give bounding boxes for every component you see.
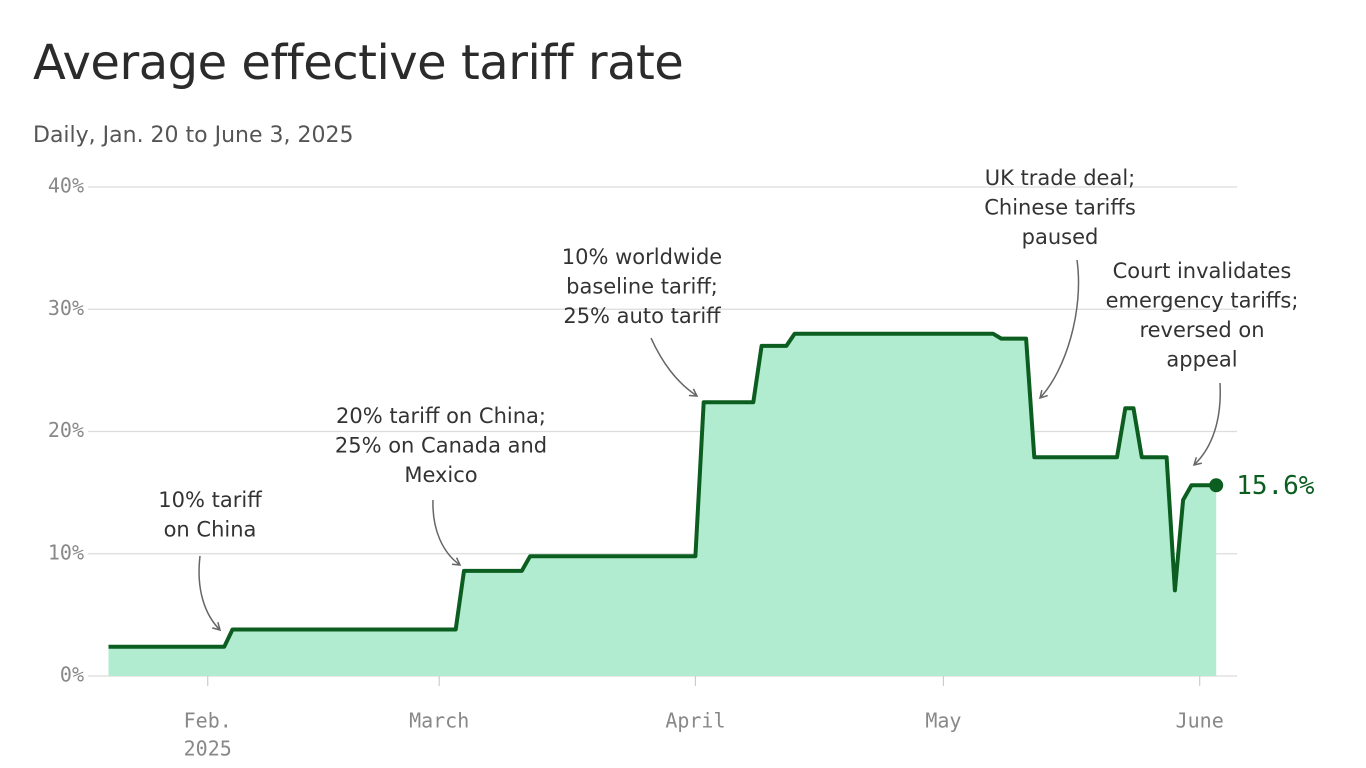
annotation-arrows [198,259,1221,632]
annotation-text: UK trade deal; [985,166,1136,190]
chart-title: Average effective tariff rate [33,35,683,91]
annotation-text: Court invalidates [1113,259,1292,283]
x-tick-label: Feb. [184,709,232,733]
x-tick-label: May [925,709,961,733]
annotation-text: reversed on [1139,318,1264,342]
arrow [198,555,222,632]
annotation-text: 10% worldwide [562,245,722,269]
y-tick-label: 0% [60,663,84,687]
x-year-label: 2025 [184,737,232,761]
arrow [1192,382,1221,467]
x-tick-label: June [1176,709,1224,733]
annotation-text: Mexico [404,463,477,487]
annotation-text: 25% auto tariff [563,304,721,328]
annotation-text: emergency tariffs; [1106,289,1299,313]
annotation-text: Chinese tariffs [984,196,1136,220]
area [108,333,1217,676]
annotation-text: 25% on Canada and [335,434,547,458]
annotation-text: 10% tariff [158,488,262,512]
x-tick-label: April [665,709,725,733]
arrow [432,499,462,566]
arrow [650,337,699,397]
annotation-text: baseline tariff; [566,275,718,299]
annotation-text: 20% tariff on China; [336,404,546,428]
chart-subtitle: Daily, Jan. 20 to June 3, 2025 [33,123,354,148]
end-label: 15.6% [1236,471,1315,501]
annotation-text: paused [1022,225,1099,249]
y-tick-label: 20% [48,418,84,442]
y-tick-label: 10% [48,540,84,564]
grid: 0% 10% 20% 30% 40% Feb. 2025 March April May June [48,174,1237,761]
line [108,331,1217,649]
end-point [1209,478,1224,493]
annotation-text: appeal [1166,348,1237,372]
arrow [1038,259,1080,400]
annotations: 10% tariff on China 20% tariff on China; 25… [158,166,1298,542]
y-tick-label: 40% [48,174,84,198]
y-tick-label: 30% [48,296,84,320]
plot: 15.6% [108,331,1315,676]
annotation-text: on China [164,518,257,542]
x-tick-label: March [409,709,469,733]
